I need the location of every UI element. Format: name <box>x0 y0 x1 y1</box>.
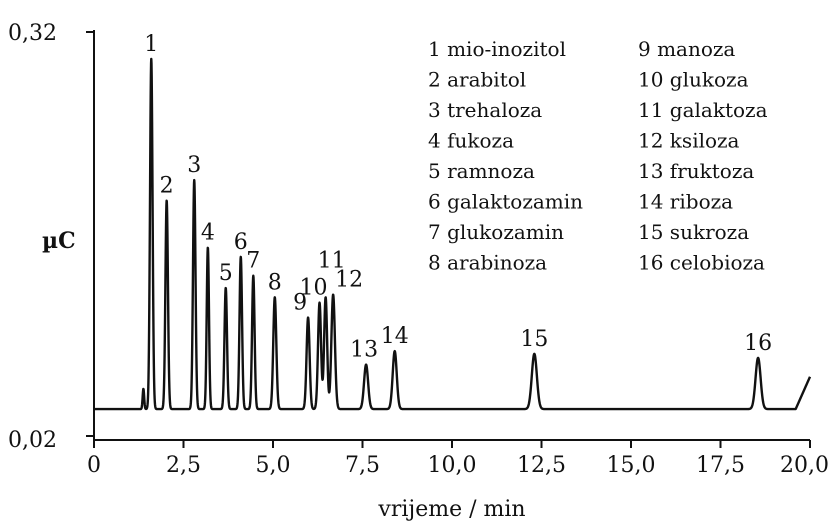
x-tick-label: 7,5 <box>345 453 380 478</box>
chromatogram-trace <box>93 57 812 411</box>
legend-entry: 9 manoza <box>638 37 735 61</box>
legend-entry: 2 arabitol <box>428 68 526 92</box>
x-tick-label: 12,5 <box>517 453 566 478</box>
peak-label: 11 <box>318 248 346 273</box>
y-tick-label-bottom: 0,02 <box>8 428 57 453</box>
x-tick-label: 17,5 <box>696 453 745 478</box>
peak-label: 15 <box>520 327 548 352</box>
x-tick-label: 15,0 <box>607 453 656 478</box>
x-ticks: 0 2,5 5,0 7,5 10,0 12,5 15,0 17,5 20,0 <box>87 440 829 478</box>
legend-entry: 5 ramnoza <box>428 159 535 183</box>
peak-label: 3 <box>187 153 201 178</box>
legend-entry: 12 ksiloza <box>638 129 740 153</box>
legend-entry: 11 galaktoza <box>638 98 768 122</box>
peak-label: 2 <box>160 173 174 198</box>
peak-label: 16 <box>744 331 772 356</box>
peak-label: 7 <box>246 249 260 274</box>
legend: 1 mio-inozitol 2 arabitol 3 trehaloza 4 fuk… <box>428 37 768 275</box>
peak-label: 9 <box>293 290 307 315</box>
legend-entry: 13 fruktoza <box>638 159 754 183</box>
peak-label: 14 <box>381 324 409 349</box>
peak-label: 4 <box>201 220 215 245</box>
x-tick-label: 10,0 <box>428 453 477 478</box>
peak-label: 6 <box>234 230 248 255</box>
legend-entry: 7 glukozamin <box>428 220 564 244</box>
x-tick-label: 0 <box>87 453 101 478</box>
peak-label: 13 <box>350 338 378 363</box>
legend-entry: 14 riboza <box>638 190 733 214</box>
y-axis-title: µC <box>42 228 76 254</box>
peak-label: 8 <box>268 270 282 295</box>
legend-entry: 15 sukroza <box>638 220 749 244</box>
peak-label: 1 <box>144 32 158 57</box>
legend-entry: 6 galaktozamin <box>428 190 583 214</box>
legend-entry: 8 arabinoza <box>428 251 547 275</box>
legend-entry: 1 mio-inozitol <box>428 37 566 61</box>
x-axis-title: vrijeme / min <box>377 497 525 522</box>
x-tick-label: 5,0 <box>256 453 291 478</box>
legend-entry: 3 trehaloza <box>428 98 542 122</box>
legend-entry: 4 fukoza <box>428 129 514 153</box>
peak-label: 12 <box>335 268 363 293</box>
x-tick-label: 2,5 <box>166 453 201 478</box>
peak-label: 10 <box>300 276 328 301</box>
legend-entry: 16 celobioza <box>638 251 765 275</box>
x-tick-label: 20,0 <box>780 453 829 478</box>
y-tick-label-top: 0,32 <box>8 21 57 46</box>
legend-entry: 10 glukoza <box>638 68 749 92</box>
peak-label: 5 <box>219 261 233 286</box>
